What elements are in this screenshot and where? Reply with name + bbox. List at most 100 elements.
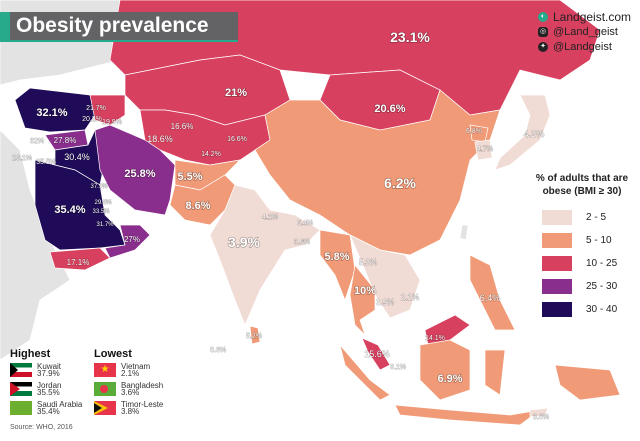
twitter-icon: ✦: [538, 41, 548, 52]
label-kyrgyzstan: 16.6%: [227, 136, 247, 143]
label-pakistan: 8.6%: [185, 200, 210, 212]
list-item: Saudi Arabia 35.4%: [10, 401, 100, 420]
region-philippines: [469, 254, 516, 331]
label-oman: 27%: [124, 235, 140, 244]
label-thailand: 10%: [354, 285, 376, 297]
label-north-korea: 6.8%: [466, 128, 482, 135]
label-iraq: 30.4%: [64, 152, 90, 162]
legend-swatch: [542, 256, 572, 271]
label-iran: 25.8%: [124, 168, 155, 180]
label-bahrain: 29.8%: [94, 200, 112, 206]
region-caucasus: [89, 94, 126, 126]
highest-heading: Highest: [10, 348, 51, 360]
region-indonesia: [339, 339, 621, 426]
region-laos-vietnam: [349, 234, 421, 319]
source-note: Source: WHO, 2016: [10, 424, 73, 431]
label-south-korea: 4.7%: [477, 146, 493, 153]
label-yemen: 17.1%: [67, 258, 90, 267]
region-oman: [104, 224, 151, 259]
label-malaysia: 15.6%: [364, 349, 390, 359]
label-georgia: 21.7%: [86, 105, 106, 112]
saudi-arabia-flag-icon: [10, 401, 32, 415]
label-indonesia: 6.9%: [437, 373, 462, 385]
label-cambodia: 3.9%: [376, 298, 394, 307]
legend-title: % of adults that are obese (BMI ≥ 30): [535, 173, 629, 197]
legend-swatch: [542, 233, 572, 248]
bangladesh-flag-icon: [94, 382, 116, 396]
legend-item: 30 - 40: [526, 298, 638, 321]
list-item: Kuwait 37.9%: [10, 363, 100, 382]
lowest-heading: Lowest: [94, 348, 132, 360]
label-india: 3.9%: [228, 234, 260, 250]
region-japan: [494, 94, 551, 171]
label-jordan: 35.5%: [36, 159, 56, 166]
legend-swatch: [542, 210, 572, 225]
region-iran: [94, 124, 176, 216]
label-russia: 23.1%: [390, 29, 430, 45]
legend-swatch: [542, 302, 572, 317]
legend-item: 5 - 10: [526, 229, 638, 252]
jordan-flag-icon: [10, 382, 32, 396]
region-india: [209, 184, 321, 326]
label-mongolia: 20.6%: [374, 103, 405, 115]
label-timor-leste: 3.8%: [533, 414, 549, 421]
list-item: Timor-Leste 3.8%: [94, 401, 184, 420]
label-china: 6.2%: [384, 175, 416, 191]
label-vietnam: 2.1%: [401, 293, 419, 302]
label-kuwait: 37.9%: [90, 184, 108, 190]
list-item: Jordan 35.5%: [10, 382, 100, 401]
label-japan: 4.3%: [524, 129, 545, 139]
region-saudi-arabia: [34, 159, 126, 251]
legend: % of adults that are obese (BMI ≥ 30) 2 …: [526, 172, 638, 321]
title-banner: Obesity prevalence: [0, 12, 238, 42]
label-saudi-arabia: 35.4%: [54, 204, 85, 216]
page-title: Obesity prevalence: [16, 14, 209, 37]
label-syria: 27.8%: [54, 136, 77, 145]
website-link[interactable]: ◐ Landgeist.com: [538, 9, 631, 24]
region-taiwan: [459, 224, 469, 241]
region-sri-lanka: [249, 325, 261, 345]
label-myanmar: 5.8%: [324, 251, 349, 263]
land-other: [0, 0, 131, 361]
label-nepal: 4.1%: [262, 214, 278, 221]
label-israel: 26.1%: [12, 155, 32, 162]
label-philippines: 6.4%: [480, 293, 501, 303]
instagram-link[interactable]: ◎ @Land_geist: [538, 25, 618, 38]
label-singapore: 6.1%: [390, 364, 406, 371]
label-uae: 31.7%: [96, 222, 114, 228]
legend-item: 2 - 5: [526, 206, 638, 229]
region-timor-leste: [529, 407, 549, 418]
label-sri-lanka: 5.2%: [246, 333, 262, 340]
label-azerbaijan: 19.9%: [102, 119, 122, 126]
vietnam-flag-icon: ★: [94, 363, 116, 377]
region-malaysia: [361, 314, 471, 371]
kuwait-flag-icon: [10, 363, 32, 377]
label-maldives: 8.6%: [210, 347, 226, 354]
label-bangladesh: 3.6%: [294, 239, 310, 246]
social-links: ◐ Landgeist.com ◎ @Land_geist ✦ @Landgeist: [538, 9, 631, 54]
highest-list: Highest Kuwait 37.9% Jordan 35.5% Saudi Ar…: [10, 348, 100, 420]
list-item: ★ Vietnam 2.1%: [94, 363, 184, 382]
twitter-link[interactable]: ✦ @Landgeist: [538, 39, 631, 54]
label-afghanistan: 5.5%: [177, 171, 202, 183]
label-turkmenistan: 18.6%: [147, 134, 173, 144]
list-item: Bangladesh 3.6%: [94, 382, 184, 401]
legend-item: 25 - 30: [526, 275, 638, 298]
label-bhutan: 6.4%: [297, 220, 313, 227]
label-brunei: 14.1%: [425, 335, 445, 342]
legend-item: 10 - 25: [526, 252, 638, 275]
lowest-list: Lowest ★ Vietnam 2.1% Bangladesh 3.6% Timo…: [94, 348, 184, 420]
label-laos: 5.3%: [359, 258, 377, 267]
map-value-labels: 23.1% 21% 20.6% 32.1% 21.7% 20.2% 19.9% …: [12, 28, 550, 421]
label-tajikistan: 14.2%: [201, 151, 221, 158]
region-south-korea: [474, 139, 493, 161]
label-uzbekistan: 16.6%: [171, 122, 194, 131]
landgeist-logo-icon: ◐: [538, 11, 548, 22]
region-myanmar: [319, 229, 356, 302]
label-qatar: 33.5%: [92, 209, 110, 215]
region-turkey: [14, 87, 96, 133]
instagram-icon: ◎: [538, 26, 548, 37]
label-turkey: 32.1%: [36, 107, 67, 119]
timor-leste-flag-icon: [94, 401, 116, 415]
